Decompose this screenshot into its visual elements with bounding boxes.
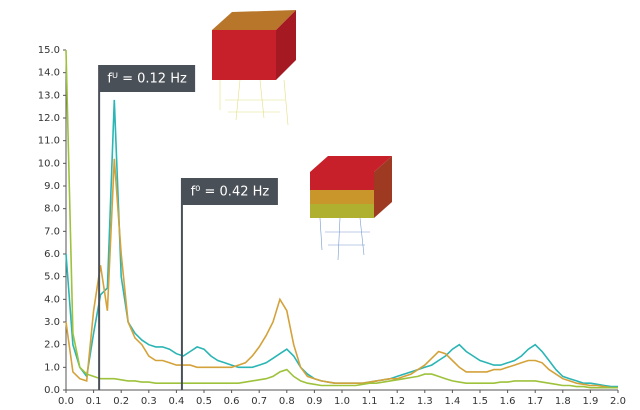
y-tick-label: 15.0: [38, 45, 60, 56]
x-tick-label: 1.3: [417, 396, 433, 407]
annotation-label: fᵁ = 0.12 Hz: [107, 72, 187, 87]
y-tick-label: 7.0: [44, 226, 60, 237]
x-tick-label: 2.0: [610, 396, 626, 407]
y-tick-label: 4.0: [44, 294, 60, 305]
building-illustration-upper: [212, 10, 296, 125]
y-tick-label: 8.0: [44, 204, 60, 215]
x-tick-label: 1.8: [555, 396, 571, 407]
annotation-label: f⁰ = 0.42 Hz: [191, 185, 270, 200]
x-tick-label: 1.9: [582, 396, 598, 407]
y-tick-label: 1.0: [44, 362, 60, 373]
chart: 0.0 1.0 2.0 3.0 4.0 5.0 6.0 7.0 8.0 9.0 10.0 11.0 12…: [0, 0, 640, 410]
series-line: [66, 100, 618, 387]
y-tick-label: 12.0: [38, 113, 60, 124]
y-tick-label: 11.0: [38, 136, 60, 147]
x-tick-label: 0.3: [141, 396, 157, 407]
x-tick-label: 1.7: [527, 396, 543, 407]
y-tick-label: 6.0: [44, 249, 60, 260]
x-tick-label: 0.4: [168, 396, 184, 407]
x-tick-label: 0.2: [113, 396, 129, 407]
x-tick-label: 0.9: [306, 396, 322, 407]
x-tick-label: 0.6: [224, 396, 240, 407]
y-tick-label: 5.0: [44, 272, 60, 283]
x-tick-label: 0.5: [196, 396, 212, 407]
x-tick-label: 0.7: [251, 396, 267, 407]
x-tick-label: 1.4: [444, 396, 460, 407]
y-tick-label: 13.0: [38, 90, 60, 101]
y-tick-label: 10.0: [38, 158, 60, 169]
x-tick-label: 0.8: [279, 396, 295, 407]
x-tick-label: 1.0: [334, 396, 350, 407]
building-illustration-lower: [310, 156, 392, 260]
y-tick-label: 3.0: [44, 317, 60, 328]
x-tick-label: 0.1: [86, 396, 102, 407]
x-tick-label: 1.5: [472, 396, 488, 407]
y-tick-label: 14.0: [38, 68, 60, 79]
x-tick-label: 0.0: [58, 396, 74, 407]
series-line: [66, 50, 618, 388]
x-tick-label: 1.1: [362, 396, 378, 407]
y-tick-label: 0.0: [44, 385, 60, 396]
y-tick-label: 9.0: [44, 181, 60, 192]
x-tick-label: 1.6: [500, 396, 516, 407]
y-tick-label: 2.0: [44, 340, 60, 351]
x-tick-label: 1.2: [389, 396, 405, 407]
